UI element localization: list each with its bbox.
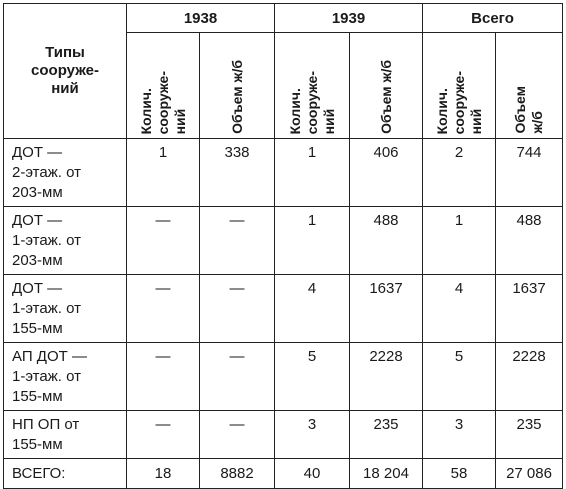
cell-volume-1938: — — [199, 206, 275, 275]
cell-count-total: 4 — [422, 274, 496, 343]
volume-total-header: Объем ж/б — [494, 32, 564, 139]
total-volume-1938: 8882 — [199, 458, 275, 489]
count-1939-header: Колич. сооруже- ний — [274, 32, 350, 139]
cell-count-1939: 1 — [274, 138, 350, 207]
volume-total-label: Объем ж/б — [512, 86, 545, 134]
cell-volume-1939: 2228 — [349, 342, 423, 411]
count-1939-label: Колич. сооруже- ний — [286, 70, 337, 134]
cell-count-1938: — — [126, 342, 200, 411]
total-count-1939: 40 — [274, 458, 350, 489]
volume-1939-header: Объем ж/б — [349, 32, 423, 139]
cell-volume-total: 744 — [494, 138, 564, 207]
total-volume-all: 27 086 — [494, 458, 564, 489]
cell-count-1939: 4 — [274, 274, 350, 343]
cell-count-1938: — — [126, 274, 200, 343]
year-1939-header: 1939 — [274, 3, 423, 33]
cell-count-1939: 5 — [274, 342, 350, 411]
total-count-1938: 18 — [126, 458, 200, 489]
table-row: АП ДОТ — 1-этаж. от 155-мм — — 5 2228 5 … — [3, 342, 564, 411]
count-1938-label: Колич. сооруже- ний — [137, 70, 188, 134]
volume-1938-header: Объем ж/б — [199, 32, 275, 139]
table-container: Типы сооруже- ний 1938 1939 Всего Колич.… — [3, 3, 564, 489]
table-row: ДОТ — 2-этаж. от 203-мм 1 338 1 406 2 74… — [3, 138, 564, 207]
row-type-name: ДОТ — 1-этаж. от 203-мм — [3, 206, 127, 275]
total-label: ВСЕГО: — [3, 458, 127, 489]
cell-count-total: 1 — [422, 206, 496, 275]
structures-table: Типы сооруже- ний 1938 1939 Всего Колич.… — [3, 3, 564, 489]
total-count-all: 58 — [422, 458, 496, 489]
volume-1938-label: Объем ж/б — [228, 60, 245, 134]
cell-volume-1939: 235 — [349, 410, 423, 459]
row-type-name: НП ОП от 155-мм — [3, 410, 127, 459]
types-header-label: Типы сооруже- ний — [31, 44, 99, 97]
cell-count-1938: — — [126, 206, 200, 275]
cell-count-1939: 3 — [274, 410, 350, 459]
cell-volume-total: 488 — [494, 206, 564, 275]
cell-volume-1938: — — [199, 342, 275, 411]
cell-volume-1938: — — [199, 274, 275, 343]
year-total-header: Всего — [421, 3, 564, 33]
cell-count-total: 2 — [422, 138, 496, 207]
cell-count-1938: 1 — [126, 138, 200, 207]
table-row: ДОТ — 1-этаж. от 155-мм — — 4 1637 4 163… — [3, 274, 564, 343]
total-row: ВСЕГО: 18 8882 40 18 204 58 27 086 — [3, 458, 564, 489]
volume-1939-label: Объем ж/б — [377, 60, 394, 134]
cell-volume-1939: 1637 — [349, 274, 423, 343]
table-row: НП ОП от 155-мм — — 3 235 3 235 — [3, 410, 564, 459]
cell-volume-total: 235 — [494, 410, 564, 459]
row-type-name: АП ДОТ — 1-этаж. от 155-мм — [3, 342, 127, 411]
cell-volume-1939: 488 — [349, 206, 423, 275]
cell-count-1938: — — [126, 410, 200, 459]
table-row: ДОТ — 1-этаж. от 203-мм — — 1 488 1 488 — [3, 206, 564, 275]
cell-volume-total: 2228 — [494, 342, 564, 411]
row-type-name: ДОТ — 2-этаж. от 203-мм — [3, 138, 127, 207]
cell-volume-1938: 338 — [199, 138, 275, 207]
cell-volume-total: 1637 — [494, 274, 564, 343]
year-1938-header: 1938 — [126, 3, 275, 33]
total-volume-1939: 18 204 — [349, 458, 423, 489]
cell-count-total: 5 — [422, 342, 496, 411]
count-total-label: Колич. сооруже- ний — [433, 70, 484, 134]
cell-volume-1939: 406 — [349, 138, 423, 207]
count-1938-header: Колич. сооруже- ний — [126, 32, 200, 139]
cell-count-1939: 1 — [274, 206, 350, 275]
count-total-header: Колич. сооруже- ний — [422, 32, 496, 139]
cell-volume-1938: — — [199, 410, 275, 459]
cell-count-total: 3 — [422, 410, 496, 459]
row-type-name: ДОТ — 1-этаж. от 155-мм — [3, 274, 127, 343]
types-header: Типы сооруже- ний — [3, 3, 127, 139]
